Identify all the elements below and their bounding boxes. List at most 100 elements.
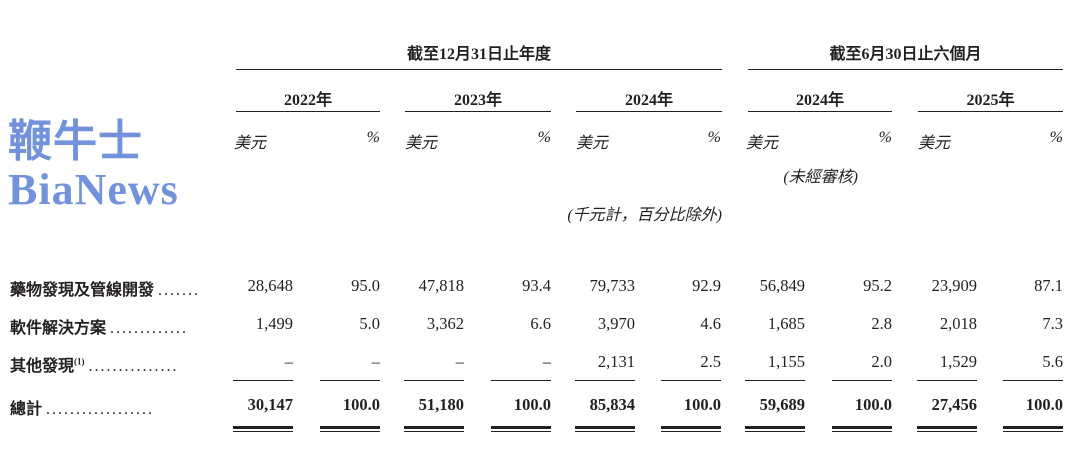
table-cell: 6.6 [530,314,551,333]
table-cell: – [284,352,293,371]
row-label: 其他發現(1) ............... [10,352,179,376]
header-rule-6m [748,69,1063,70]
double-rule [917,426,977,429]
subtotal-rule [832,380,892,381]
total-cell: 27,456 [931,395,977,414]
leader-dots: ............... [88,358,179,375]
unit-usd: 美元 [233,135,266,152]
double-rule [1003,431,1063,432]
total-cell: 100.0 [1025,395,1063,414]
leader-dots: ............. [110,320,189,337]
unit-usd: 美元 [575,135,608,152]
watermark-logo: 鞭牛士 BiaNews [8,117,179,214]
double-rule [491,431,551,432]
subtotal-rule [575,380,635,381]
double-rule [404,431,464,432]
double-rule [233,431,293,432]
unit-percent: % [537,129,551,146]
table-cell: 28,648 [247,276,293,295]
table-cell: 23,909 [931,276,977,295]
double-rule [320,431,380,432]
table-cell: 7.3 [1042,314,1063,333]
table-cell: 2,018 [939,314,977,333]
table-cell: 1,155 [767,352,805,371]
table-cell: 3,970 [597,314,635,333]
total-cell: 100.0 [342,395,380,414]
units-note: (千元計，百分比除外) [567,207,722,224]
double-rule [745,426,805,429]
double-rule [320,426,380,429]
year-rule [405,111,551,112]
table-cell: – [371,352,380,371]
subtotal-rule [917,380,977,381]
subtotal-rule [661,380,721,381]
table-cell: 2.5 [700,352,721,371]
double-rule [661,431,721,432]
table-cell: 1,499 [255,314,293,333]
table-cell: 87.1 [1034,276,1063,295]
double-rule [745,431,805,432]
table-cell: 95.2 [863,276,892,295]
unit-percent: % [366,129,380,146]
table-cell: 1,685 [767,314,805,333]
year-header: 2024年 [795,92,844,109]
table-cell: 4.6 [700,314,721,333]
subtotal-rule [745,380,805,381]
table-cell: – [542,352,551,371]
unit-usd: 美元 [917,135,950,152]
table-cell: 1,529 [939,352,977,371]
table-cell: 92.9 [692,276,721,295]
unit-percent: % [707,129,721,146]
subtotal-rule [320,380,380,381]
table-cell: 5.6 [1042,352,1063,371]
year-header: 2022年 [283,92,332,109]
header-six-months: 截至6月30日止六個月 [829,46,982,63]
double-rule [661,426,721,429]
leader-dots: .................. [46,401,155,418]
total-cell: 100.0 [513,395,551,414]
year-header: 2023年 [453,92,502,109]
double-rule [575,431,635,432]
total-cell: 59,689 [759,395,805,414]
row-label-text: 其他發現 [10,358,75,375]
total-label: 總計 .................. [10,395,154,419]
year-rule [236,111,380,112]
unit-usd: 美元 [745,135,778,152]
year-rule [748,111,892,112]
year-rule [918,111,1063,112]
year-header: 2025年 [966,92,1015,109]
double-rule [832,426,892,429]
table-cell: 93.4 [522,276,551,295]
header-fiscal-year: 截至12月31日止年度 [406,46,551,63]
double-rule [917,431,977,432]
table-cell: 2,131 [597,352,635,371]
header-rule-fy [236,69,722,70]
unit-usd: 美元 [404,135,437,152]
double-rule [491,426,551,429]
total-label-text: 總計 [10,401,43,418]
footnote-ref: (1) [74,356,85,367]
total-cell: 30,147 [247,395,293,414]
subtotal-rule [1003,380,1063,381]
unaudited-note: (未經審核) [783,169,858,186]
table-cell: 2.0 [871,352,892,371]
double-rule [832,431,892,432]
row-label: 軟件解決方案 ............. [10,314,188,338]
unit-percent: % [1049,129,1063,146]
leader-dots: ....... [158,282,201,299]
subtotal-rule [491,380,551,381]
table-cell: – [455,352,464,371]
subtotal-rule [233,380,293,381]
table-cell: 3,362 [426,314,464,333]
table-cell: 56,849 [759,276,805,295]
total-cell: 100.0 [683,395,721,414]
total-cell: 51,180 [418,395,464,414]
total-cell: 100.0 [854,395,892,414]
year-header: 2024年 [624,92,673,109]
table-cell: 79,733 [589,276,635,295]
year-rule [576,111,722,112]
table-cell: 5.0 [359,314,380,333]
row-label: 藥物發現及管線開發 ....... [10,276,200,300]
double-rule [404,426,464,429]
row-label-text: 藥物發現及管線開發 [10,282,155,299]
